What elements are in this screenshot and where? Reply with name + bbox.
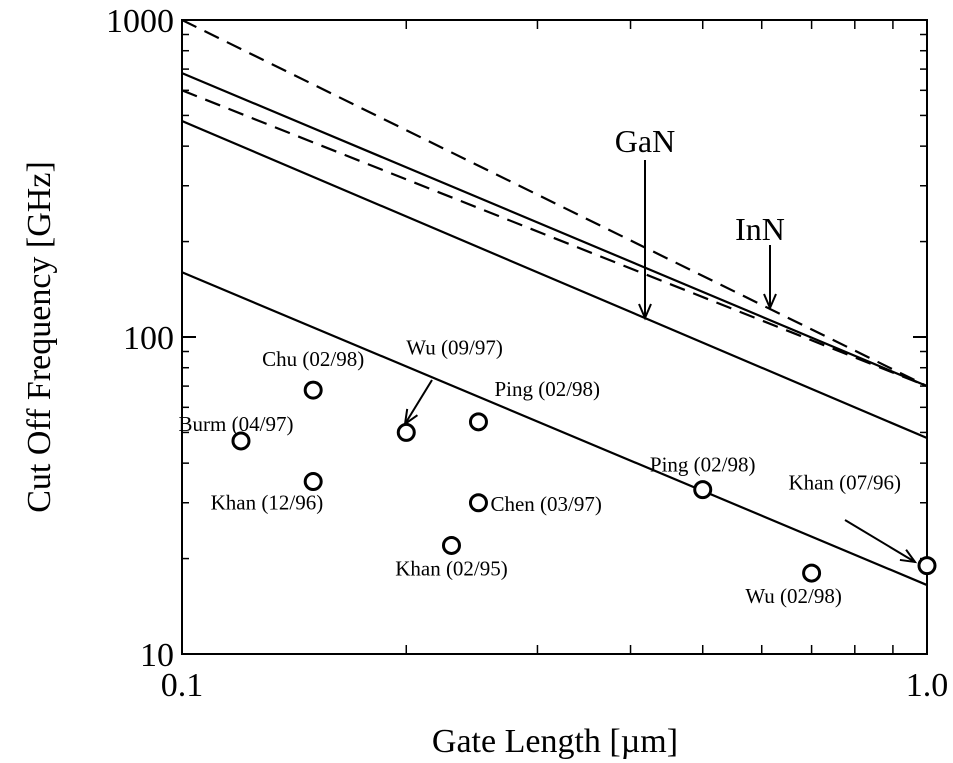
data-point [303,380,323,400]
data-point-label: Khan (02/95) [395,556,508,580]
data-point-label: Wu (02/98) [745,584,842,608]
data-point-label: Ping (02/98) [650,453,756,477]
point-labels: Burm (04/97) Chu (02/98) Khan (12/96) Wu (0… [179,335,901,608]
data-point [917,556,937,576]
data-point-label: Khan (12/96) [211,491,324,515]
data-point [468,493,488,513]
material-label: GaN [615,123,675,159]
khan-0796-arrow [844,519,916,563]
wu-0997-arrow [404,379,433,425]
data-point-label: Chu (02/98) [262,347,364,371]
data-point-label: Ping (02/98) [494,377,600,401]
x-tick-label: 0.1 [161,667,204,704]
y-tick-label: 10 [140,637,174,674]
data-point [396,422,416,442]
dashed-model-line [181,19,928,388]
dashed-model-line [181,89,928,388]
inn-arrow-head [763,293,777,311]
y-axis-ticks: 10 100 1000 [106,3,927,674]
y-tick-label: 1000 [106,3,174,40]
khan-0796-arrow-head [899,549,918,564]
data-point-label: Chen (03/97) [490,492,601,516]
plot-frame [181,19,928,655]
solid-model-line [181,271,928,587]
measured-points [231,380,937,583]
data-point-label: Burm (04/97) [179,412,294,436]
data-point-label: Wu (09/97) [406,335,503,359]
data-point [303,472,323,492]
data-point [468,412,488,432]
x-tick-label: 1.0 [906,667,949,704]
data-point [693,480,713,500]
wu-0997-arrow-head [403,408,419,427]
model-lines [181,19,928,587]
material-callouts: GaN InN [615,123,785,247]
x-axis-ticks: 0.1 1.0 [161,20,949,704]
data-point [802,563,822,583]
callout-arrows [403,160,918,564]
gan-arrow-head [638,303,652,321]
x-axis-title: Gate Length [µm] [432,723,678,760]
material-label: InN [735,211,785,247]
y-tick-label: 100 [123,320,174,357]
data-point [231,431,251,451]
data-point-label: Khan (07/96) [788,471,901,495]
solid-model-line [181,120,928,440]
data-point [441,535,461,555]
solid-model-line [181,72,928,388]
y-axis-title: Cut Off Frequency [GHz] [21,161,58,513]
